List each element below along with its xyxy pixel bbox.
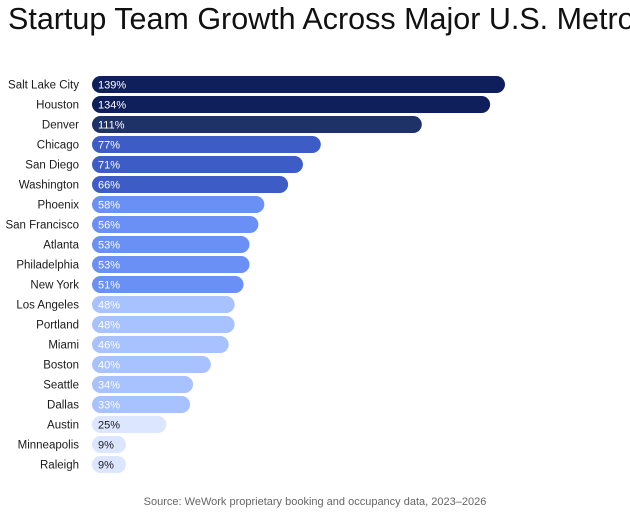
bar-minneapolis	[92, 436, 126, 453]
category-label-denver: Denver	[42, 120, 79, 132]
bar-chicago	[92, 136, 321, 153]
category-label-boston: Boston	[43, 360, 79, 372]
bar-denver	[92, 116, 422, 133]
category-label-minneapolis: Minneapolis	[18, 440, 80, 452]
value-label-boston: 40%	[98, 360, 120, 372]
value-label-denver: 111%	[98, 120, 125, 132]
value-label-portland: 48%	[98, 320, 120, 332]
value-label-austin: 25%	[98, 420, 120, 432]
value-label-dallas: 33%	[98, 400, 120, 412]
category-label-dallas: Dallas	[47, 400, 79, 412]
value-label-los-angeles: 48%	[98, 300, 120, 312]
bar-phoenix	[92, 196, 265, 213]
bar-san-francisco	[92, 216, 259, 233]
value-label-san-diego: 71%	[98, 160, 120, 172]
bar-atlanta	[92, 236, 250, 253]
value-label-seattle: 34%	[98, 380, 120, 392]
bar-austin	[92, 416, 167, 433]
bar-philadelphia	[92, 256, 250, 273]
value-label-miami: 46%	[98, 340, 120, 352]
value-label-washington: 66%	[98, 180, 120, 192]
bar-houston	[92, 96, 491, 113]
category-label-atlanta: Atlanta	[43, 240, 79, 252]
category-label-houston: Houston	[36, 100, 79, 112]
bar-dallas	[92, 396, 191, 413]
category-label-miami: Miami	[48, 340, 79, 352]
bar-miami	[92, 336, 229, 353]
bar-boston	[92, 356, 211, 373]
category-label-washington: Washington	[19, 180, 79, 192]
value-label-philadelphia: 53%	[98, 260, 120, 272]
category-label-phoenix: Phoenix	[37, 200, 79, 212]
bar-salt-lake-city	[92, 76, 505, 93]
category-label-seattle: Seattle	[43, 380, 79, 392]
source-note: Source: WeWork proprietary booking and o…	[143, 496, 487, 508]
category-label-raleigh: Raleigh	[40, 460, 79, 472]
category-label-philadelphia: Philadelphia	[16, 260, 79, 272]
category-label-los-angeles: Los Angeles	[16, 300, 79, 312]
value-label-san-francisco: 56%	[98, 220, 120, 232]
category-label-chicago: Chicago	[37, 140, 79, 152]
bar-san-diego	[92, 156, 303, 173]
category-label-san-francisco: San Francisco	[5, 220, 79, 232]
bar-seattle	[92, 376, 194, 393]
value-label-new-york: 51%	[98, 280, 120, 292]
value-label-phoenix: 58%	[98, 200, 120, 212]
bar-portland	[92, 316, 235, 333]
value-label-chicago: 77%	[98, 140, 120, 152]
bar-new-york	[92, 276, 244, 293]
category-label-new-york: New York	[30, 280, 79, 292]
chart-title: Startup Team Growth Across Major U.S. Me…	[8, 2, 630, 36]
bar-los-angeles	[92, 296, 235, 313]
value-label-minneapolis: 9%	[98, 440, 114, 452]
bar-raleigh	[92, 456, 126, 473]
category-label-austin: Austin	[47, 420, 79, 432]
value-label-salt-lake-city: 139%	[98, 80, 126, 92]
value-label-houston: 134%	[98, 100, 126, 112]
bar-washington	[92, 176, 289, 193]
value-label-atlanta: 53%	[98, 240, 120, 252]
value-label-raleigh: 9%	[98, 460, 114, 472]
category-label-portland: Portland	[36, 320, 79, 332]
category-label-salt-lake-city: Salt Lake City	[8, 80, 79, 92]
category-label-san-diego: San Diego	[25, 160, 79, 172]
